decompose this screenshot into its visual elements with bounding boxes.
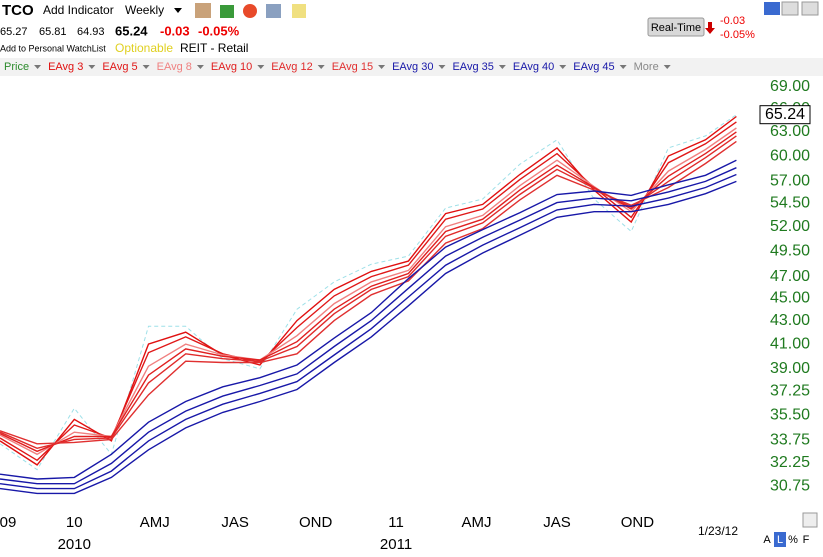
x-tick-label: JAS — [543, 514, 571, 531]
footer-button[interactable]: A — [763, 534, 771, 546]
legend-arrow[interactable] — [34, 65, 42, 69]
y-tick-label: 45.00 — [770, 289, 810, 306]
legend-arrow[interactable] — [619, 65, 627, 69]
legend-entry[interactable]: EAvg 15 — [332, 61, 373, 73]
realtime-label[interactable]: Real-Time — [651, 22, 701, 34]
legend-entry[interactable]: EAvg 12 — [271, 61, 312, 73]
industry: REIT - Retail — [180, 41, 248, 55]
legend-arrow[interactable] — [559, 65, 567, 69]
series-line — [0, 159, 737, 480]
x-tick-label: 10 — [66, 514, 83, 531]
quote-change-pct: -0.05% — [198, 23, 240, 38]
watchlist-link[interactable]: Add to Personal WatchList — [0, 43, 106, 53]
realtime-change-pct: -0.05% — [720, 29, 755, 41]
legend-entry[interactable]: EAvg 10 — [211, 61, 252, 73]
legend-arrow[interactable] — [196, 65, 204, 69]
series-line — [0, 180, 737, 495]
optionable: Optionable — [115, 41, 173, 55]
tool-icon[interactable] — [195, 3, 211, 18]
y-tick-label: 49.50 — [770, 242, 810, 259]
quote-open: 65.27 — [0, 26, 28, 38]
series-line — [0, 121, 737, 462]
y-tick-label: 69.00 — [770, 78, 810, 95]
legend-arrow[interactable] — [378, 65, 386, 69]
legend-arrow[interactable] — [257, 65, 265, 69]
quote-low: 64.93 — [77, 26, 105, 38]
legend-arrow[interactable] — [142, 65, 150, 69]
year-label: 2010 — [58, 536, 91, 553]
y-tick-label: 35.50 — [770, 406, 810, 423]
quote-high: 65.81 — [39, 26, 67, 38]
symbol[interactable]: TCO — [2, 2, 34, 19]
y-tick-label: 43.00 — [770, 312, 810, 329]
close-button[interactable] — [801, 1, 819, 16]
x-tick-label: 11 — [388, 514, 404, 531]
y-tick-label: 41.00 — [770, 335, 810, 352]
legend-entry[interactable]: EAvg 3 — [48, 61, 83, 73]
legend-bar — [0, 58, 823, 76]
x-tick-label: 09 — [0, 514, 16, 531]
note-icon[interactable] — [292, 4, 306, 18]
pencil-icon[interactable] — [802, 512, 818, 528]
x-tick-label: JAS — [221, 514, 249, 531]
legend-entry[interactable]: EAvg 5 — [102, 61, 137, 73]
timeframe[interactable]: Weekly — [125, 3, 164, 17]
y-tick-label: 52.00 — [770, 218, 810, 235]
last-value-label: 65.24 — [765, 106, 805, 123]
legend-entry[interactable]: EAvg 35 — [452, 61, 493, 73]
legend-arrow[interactable] — [88, 65, 96, 69]
s-button[interactable] — [764, 2, 780, 15]
quote-last: 65.24 — [115, 23, 148, 38]
last-value-box — [759, 105, 811, 125]
y-tick-label: 60.00 — [770, 147, 810, 164]
footer-button[interactable]: F — [803, 534, 810, 546]
chart-icon[interactable] — [220, 5, 234, 18]
quote-change: -0.03 — [160, 23, 190, 38]
last-date: 1/23/12 — [698, 524, 738, 538]
legend-more[interactable]: More — [634, 61, 659, 73]
y-tick-label: 32.25 — [770, 454, 810, 471]
y-tick-label: 54.50 — [770, 195, 810, 212]
legend-entry[interactable]: EAvg 8 — [157, 61, 192, 73]
legend-arrow[interactable] — [438, 65, 446, 69]
legend-arrow[interactable] — [663, 65, 671, 69]
legend-arrow[interactable] — [498, 65, 506, 69]
y-tick-label: 33.75 — [770, 431, 810, 448]
grid-icon[interactable] — [266, 4, 281, 18]
legend-entry[interactable]: Price — [4, 61, 29, 73]
footer-button-bg — [774, 532, 786, 547]
y-tick-label: 47.00 — [770, 268, 810, 285]
series-line — [0, 127, 737, 456]
add-indicator[interactable]: Add Indicator — [43, 3, 114, 17]
footer-button[interactable]: L — [777, 534, 783, 546]
x-tick-label: AMJ — [462, 514, 492, 531]
year-label: 2011 — [380, 536, 412, 553]
down-arrow — [705, 22, 715, 34]
realtime-button[interactable] — [647, 17, 705, 37]
legend-arrow[interactable] — [317, 65, 325, 69]
legend-entry[interactable]: EAvg 45 — [573, 61, 614, 73]
legend-entry[interactable]: EAvg 30 — [392, 61, 433, 73]
y-tick-label: 57.00 — [770, 173, 810, 190]
alarm-icon[interactable] — [243, 4, 257, 18]
x-tick-label: OND — [621, 514, 655, 531]
realtime-change: -0.03 — [720, 15, 745, 27]
y-tick-label: 63.00 — [770, 123, 810, 140]
y-tick-label: 39.00 — [770, 360, 810, 377]
series-line — [0, 131, 737, 453]
series-line — [0, 167, 737, 485]
y-tick-label: 30.75 — [770, 477, 810, 494]
series-line — [0, 173, 737, 490]
dropdown-arrow[interactable] — [174, 8, 182, 13]
x-tick-label: AMJ — [140, 514, 170, 531]
t-button[interactable] — [781, 1, 799, 16]
plot — [0, 114, 737, 495]
y-tick-label: 37.25 — [770, 383, 810, 400]
legend-entry[interactable]: EAvg 40 — [513, 61, 554, 73]
footer-button[interactable]: % — [788, 534, 798, 546]
x-tick-label: OND — [299, 514, 333, 531]
